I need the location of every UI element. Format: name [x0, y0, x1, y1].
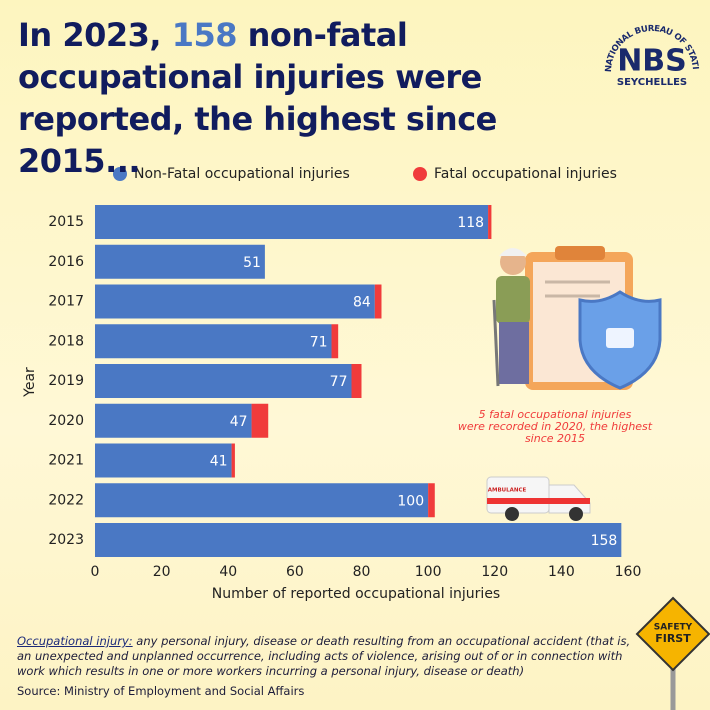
bar-segment: [488, 205, 492, 239]
y-tick-label: 2022: [48, 492, 84, 508]
x-tick-label: 100: [415, 564, 442, 580]
y-tick-label: 2019: [48, 373, 84, 389]
data-label: 84: [353, 295, 371, 311]
y-tick-label: 2020: [48, 413, 84, 429]
y-tick-label: 2021: [48, 453, 84, 469]
legend-swatch: [413, 167, 427, 181]
legend-label: Non-Fatal occupational injuries: [134, 166, 350, 182]
bar-segment: [95, 443, 232, 478]
x-tick-label: 160: [615, 564, 642, 580]
bar-segment: [95, 364, 352, 398]
bar-segment: [428, 483, 435, 518]
crutch: [492, 299, 500, 387]
sign-board: [635, 596, 710, 672]
x-axis-label: Number of reported occupational injuries: [212, 586, 500, 602]
y-tick-label: 2017: [48, 294, 84, 310]
x-tick-label: 20: [153, 564, 171, 580]
title: In 2023, 158 non-fatal occupational inju…: [18, 14, 608, 182]
wheel: [569, 507, 583, 521]
worker-helmet: [499, 248, 527, 256]
bar-segment: [95, 324, 332, 359]
title-highlight: 158: [171, 16, 238, 54]
y-tick-label: 2015: [48, 214, 84, 230]
illustration: 5 fatal occupational injuries were record…: [458, 246, 662, 445]
bar-segment: [95, 483, 429, 518]
x-tick-label: 0: [91, 564, 100, 580]
title-part: non-fatal occupational injuries were rep…: [18, 16, 497, 180]
y-tick-label: 2023: [48, 532, 84, 548]
bar-segment: [351, 364, 362, 398]
legend-label: Fatal occupational injuries: [434, 166, 617, 182]
y-axis-label: Year: [22, 367, 38, 398]
footnote-term: Occupational injury:: [17, 634, 133, 648]
worker-body: [496, 276, 530, 324]
bar-segment: [95, 523, 622, 557]
x-tick-label: 80: [353, 564, 371, 580]
ambulance-body: [486, 476, 550, 514]
sign-text: SAFETY: [654, 623, 693, 633]
clip: [555, 246, 605, 260]
data-label: 51: [243, 255, 261, 271]
source: Source: Ministry of Employment and Socia…: [17, 684, 305, 698]
sign-text: FIRST: [655, 632, 691, 645]
logo-country: SEYCHELLES: [617, 77, 687, 88]
x-tick-label: 140: [548, 564, 575, 580]
bar-segment: [95, 244, 265, 279]
annotation: 5 fatal occupational injuries were record…: [458, 408, 653, 445]
y-tick-label: 2016: [48, 254, 84, 270]
title-part: In 2023,: [18, 16, 162, 54]
y-tick-label: 2018: [48, 333, 84, 349]
bar-segment: [251, 403, 269, 438]
ambulance-label: AMBULANCE: [488, 488, 527, 494]
data-label: 47: [230, 414, 248, 430]
bar-segment: [331, 324, 339, 359]
worker-legs: [499, 322, 529, 384]
ambulance-stripe: [487, 498, 590, 504]
x-tick-label: 60: [286, 564, 304, 580]
bar-segment: [374, 284, 382, 319]
bar-segment: [95, 403, 252, 438]
legend-swatch: [113, 167, 127, 181]
data-label: 118: [457, 215, 484, 231]
logo-mark: NBS: [617, 44, 687, 79]
data-label: 100: [397, 493, 424, 509]
data-label: 158: [591, 533, 618, 549]
ambulance: AMBULANCE: [486, 476, 591, 521]
x-tick-label: 40: [219, 564, 237, 580]
x-tick-label: 120: [481, 564, 508, 580]
bar-segment: [231, 443, 235, 478]
footnote-text: any personal injury, disease or death re…: [17, 634, 631, 678]
bar-segment: [95, 205, 489, 239]
wheel: [505, 507, 519, 521]
bar-segment: [95, 284, 375, 319]
footnote: Occupational injury: any personal injury…: [17, 634, 642, 679]
safety-sign: SAFETY FIRST: [635, 596, 710, 710]
kit: [606, 328, 634, 348]
data-label: 71: [310, 334, 328, 350]
data-label: 77: [330, 374, 348, 390]
data-label: 41: [210, 454, 228, 470]
